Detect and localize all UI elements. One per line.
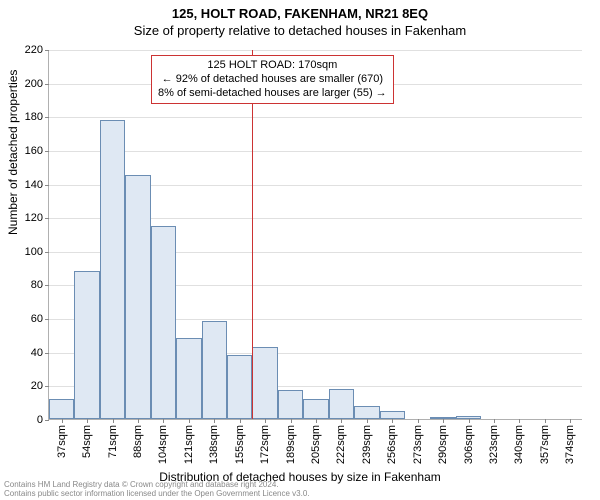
footer-line-2: Contains public sector information licen… <box>4 490 596 499</box>
y-tick-label: 80 <box>31 279 43 291</box>
x-tick-label: 374sqm <box>564 425 576 464</box>
x-tick-mark <box>189 419 190 423</box>
marker-line <box>252 50 253 419</box>
x-tick-mark <box>519 419 520 423</box>
x-tick-mark <box>494 419 495 423</box>
page-title: 125, HOLT ROAD, FAKENHAM, NR21 8EQ <box>0 0 600 21</box>
x-tick-label: 37sqm <box>56 425 68 458</box>
y-axis-label: Number of detached properties <box>6 70 20 235</box>
x-tick-label: 155sqm <box>234 425 246 464</box>
x-tick-mark <box>469 419 470 423</box>
histogram-bar <box>329 389 354 419</box>
x-tick-mark <box>291 419 292 423</box>
x-tick-mark <box>443 419 444 423</box>
footer-attribution: Contains HM Land Registry data © Crown c… <box>0 480 600 500</box>
histogram-bar <box>100 120 125 419</box>
y-tick-label: 220 <box>25 44 43 56</box>
gridline <box>49 151 582 152</box>
x-tick-label: 104sqm <box>157 425 169 464</box>
x-tick-label: 256sqm <box>386 425 398 464</box>
x-tick-mark <box>214 419 215 423</box>
histogram-bar <box>278 390 303 419</box>
x-tick-mark <box>240 419 241 423</box>
x-tick-label: 222sqm <box>335 425 347 464</box>
x-tick-mark <box>138 419 139 423</box>
gridline <box>49 50 582 51</box>
x-tick-mark <box>265 419 266 423</box>
x-tick-label: 189sqm <box>285 425 297 464</box>
histogram-bar <box>151 226 176 419</box>
histogram-bar <box>49 399 74 419</box>
y-tick-label: 160 <box>25 145 43 157</box>
y-tick-label: 200 <box>25 78 43 90</box>
x-tick-label: 239sqm <box>361 425 373 464</box>
histogram-bar <box>125 175 150 419</box>
x-tick-mark <box>62 419 63 423</box>
annotation-line-2: ← 92% of detached houses are smaller (67… <box>158 73 387 87</box>
x-tick-label: 71sqm <box>107 425 119 458</box>
x-tick-mark <box>367 419 368 423</box>
x-tick-mark <box>316 419 317 423</box>
y-tick-label: 120 <box>25 212 43 224</box>
annotation-line-1: 125 HOLT ROAD: 170sqm <box>158 59 387 73</box>
x-tick-label: 121sqm <box>183 425 195 464</box>
y-tick-label: 60 <box>31 313 43 325</box>
x-tick-mark <box>418 419 419 423</box>
histogram-bar <box>354 406 379 419</box>
y-tick-label: 180 <box>25 111 43 123</box>
y-tick-label: 20 <box>31 380 43 392</box>
annotation-box: 125 HOLT ROAD: 170sqm ← 92% of detached … <box>151 55 394 104</box>
x-tick-mark <box>87 419 88 423</box>
histogram-bar <box>74 271 99 419</box>
histogram-bar <box>202 321 227 419</box>
gridline <box>49 117 582 118</box>
y-tick-label: 100 <box>25 246 43 258</box>
x-tick-label: 54sqm <box>81 425 93 458</box>
y-tick-label: 0 <box>37 414 43 426</box>
x-tick-mark <box>341 419 342 423</box>
x-tick-label: 323sqm <box>488 425 500 464</box>
x-tick-mark <box>545 419 546 423</box>
histogram-bar <box>303 399 328 419</box>
x-tick-label: 205sqm <box>310 425 322 464</box>
histogram-bar <box>456 416 481 419</box>
x-tick-label: 273sqm <box>412 425 424 464</box>
y-tick-mark <box>45 420 49 421</box>
x-tick-label: 88sqm <box>132 425 144 458</box>
x-tick-mark <box>163 419 164 423</box>
annotation-line-3: 8% of semi-detached houses are larger (5… <box>158 87 387 101</box>
x-tick-label: 172sqm <box>259 425 271 464</box>
histogram-bar <box>380 411 405 419</box>
chart-container: 125, HOLT ROAD, FAKENHAM, NR21 8EQ Size … <box>0 0 600 500</box>
x-tick-label: 290sqm <box>437 425 449 464</box>
x-tick-mark <box>113 419 114 423</box>
histogram-bar <box>227 355 252 419</box>
y-tick-label: 40 <box>31 347 43 359</box>
x-tick-mark <box>392 419 393 423</box>
x-tick-mark <box>570 419 571 423</box>
x-tick-label: 306sqm <box>463 425 475 464</box>
chart-plot-area: 125 HOLT ROAD: 170sqm ← 92% of detached … <box>48 50 582 420</box>
histogram-bar <box>176 338 201 419</box>
page-subtitle: Size of property relative to detached ho… <box>0 21 600 38</box>
x-tick-label: 138sqm <box>208 425 220 464</box>
x-tick-label: 357sqm <box>539 425 551 464</box>
y-tick-label: 140 <box>25 179 43 191</box>
histogram-bar <box>430 417 455 419</box>
histogram-bar <box>252 347 277 419</box>
x-tick-label: 340sqm <box>513 425 525 464</box>
